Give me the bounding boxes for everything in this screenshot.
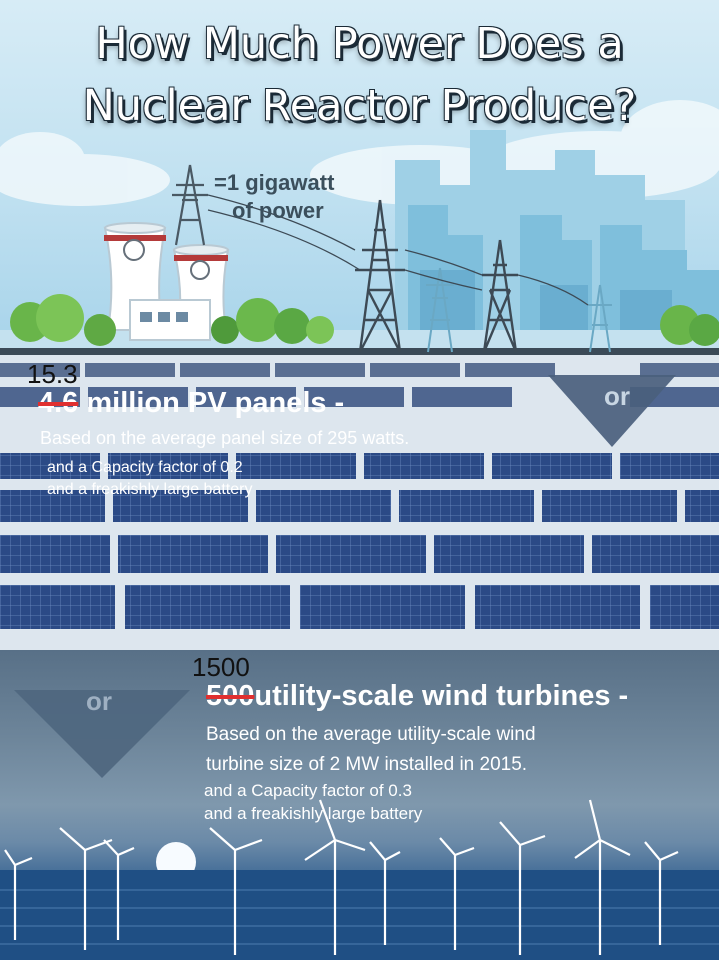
nuclear-city-illustration: How Much Power Does a Nuclear Reactor Pr…: [0, 0, 719, 360]
solar-label: million PV panels -: [86, 387, 345, 419]
solar-headline: 4.6 million PV panels -: [38, 387, 344, 420]
wind-label: utility-scale wind turbines -: [254, 680, 629, 712]
legend-pylon-icon: [172, 164, 208, 246]
page-title-line-1: How Much Power Does a: [95, 19, 624, 69]
wind-turbine-section: 1500 500utility-scale wind turbines - or…: [0, 650, 719, 960]
wind-new-count: 1500: [192, 652, 250, 682]
wind-headline: 500utility-scale wind turbines -: [206, 680, 628, 713]
solar-old-count: 4.6: [38, 387, 79, 419]
legend-gigawatt-text: =1 gigawatt: [214, 170, 335, 195]
or-label-solar: or: [604, 381, 630, 411]
wind-old-count: 500: [206, 680, 255, 712]
down-arrow-shape: [548, 375, 676, 447]
legend-power-text: of power: [232, 198, 324, 223]
down-arrow-shape-left: [14, 690, 190, 778]
trees: [10, 294, 719, 346]
wind-note-line-3: and a Capacity factor of 0.3: [204, 781, 412, 800]
wind-turbines: [4, 799, 679, 955]
solar-note-line-1: Based on the average panel size of 295 w…: [40, 428, 410, 448]
city-pylons: [426, 267, 612, 353]
solar-note-line-3: and a freakishly large battery: [47, 481, 253, 498]
transmission-towers: [355, 199, 518, 353]
cooling-towers: [103, 222, 230, 341]
wind-note-line-1: Based on the average utility-scale wind: [206, 724, 536, 745]
wind-farm-graphic: [0, 690, 719, 960]
sea-shape: [0, 870, 719, 960]
page-title-line-2: Nuclear Reactor Produce?: [82, 81, 637, 131]
panel-rows: [0, 363, 719, 629]
power-lines: [207, 194, 589, 306]
solar-new-count: 15.3: [27, 359, 78, 389]
solar-panel-field: [0, 363, 719, 629]
solar-note-line-2: and a Capacity factor of 0.2: [47, 459, 243, 476]
wind-note-line-4: and a freakishly large battery: [204, 804, 423, 823]
solar-panel-section: 15.3 4.6 million PV panels - Based on th…: [0, 355, 719, 650]
or-label-wind: or: [86, 686, 112, 716]
wind-note-line-2: turbine size of 2 MW installed in 2015.: [206, 754, 528, 775]
